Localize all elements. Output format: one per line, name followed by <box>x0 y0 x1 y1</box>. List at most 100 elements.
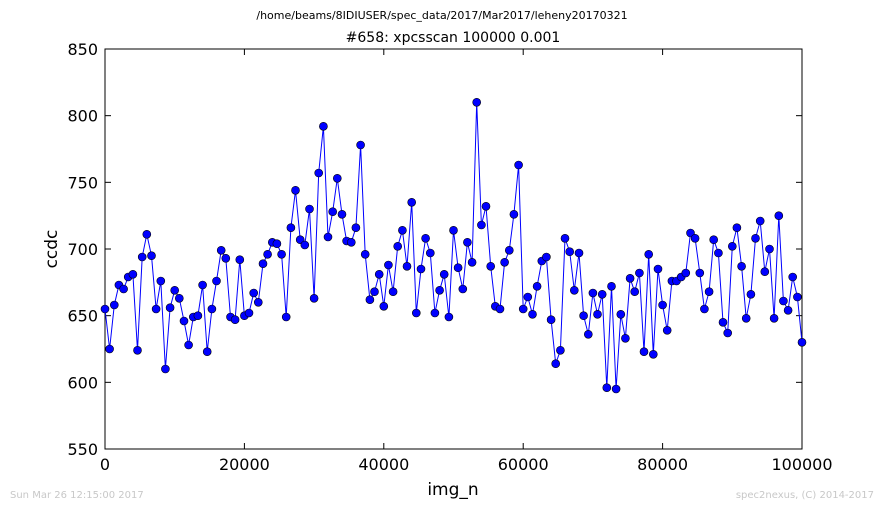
data-point <box>463 238 472 247</box>
data-point <box>635 268 644 278</box>
data-point <box>198 280 207 290</box>
data-point <box>532 281 542 291</box>
data-point <box>607 281 616 291</box>
data-point <box>723 328 733 338</box>
data-point <box>351 223 361 232</box>
x-tick-label: 60000 <box>498 455 549 474</box>
data-point <box>546 315 556 325</box>
data-point <box>356 140 365 150</box>
data-point <box>741 313 751 323</box>
series-markers <box>100 98 807 394</box>
data-point <box>142 230 152 239</box>
data-point <box>477 220 486 230</box>
data-point <box>648 349 658 359</box>
y-axis-label: ccdc <box>42 230 62 269</box>
data-point <box>439 269 449 279</box>
data-point <box>755 216 765 226</box>
data-point <box>658 300 667 310</box>
x-axis-label: img_n <box>427 480 478 500</box>
data-point <box>179 316 189 326</box>
data-point <box>133 345 142 355</box>
data-point <box>202 347 212 357</box>
data-point <box>727 242 737 251</box>
data-point <box>332 174 342 183</box>
data-point <box>393 242 403 251</box>
data-point <box>514 160 523 170</box>
data-point <box>583 329 593 339</box>
data-point <box>565 247 575 256</box>
data-point <box>128 269 138 279</box>
data-point <box>797 337 807 347</box>
data-point <box>518 304 528 314</box>
data-point <box>170 285 179 295</box>
data-point <box>379 301 389 311</box>
data-point <box>216 246 226 255</box>
data-point <box>398 226 407 235</box>
x-tick-label: 80000 <box>637 455 688 474</box>
data-point <box>458 284 468 294</box>
data-point <box>230 315 240 325</box>
data-point <box>221 253 231 263</box>
chart-title: #658: xpcsscan 100000 0.001 <box>346 30 561 46</box>
data-point <box>258 259 268 269</box>
y-tick-label: 750 <box>67 173 98 192</box>
data-point <box>272 239 282 248</box>
data-point <box>244 308 254 318</box>
y-tick-label: 800 <box>67 107 98 126</box>
data-point <box>625 273 635 283</box>
data-point <box>774 211 784 220</box>
data-point <box>165 303 175 313</box>
data-point <box>472 98 482 107</box>
data-point <box>360 250 370 259</box>
data-point <box>263 250 272 259</box>
data-point <box>277 250 286 259</box>
x-tick-label: 100000 <box>771 455 832 474</box>
footer-credit: spec2nexus, (C) 2014-2017 <box>736 490 874 501</box>
data-point <box>500 257 509 267</box>
data-point <box>718 317 728 327</box>
data-point <box>151 304 161 314</box>
data-point <box>402 261 412 271</box>
data-point <box>653 264 663 274</box>
data-point <box>709 235 719 244</box>
data-point <box>662 325 672 335</box>
x-tick-labels: 0 20000 40000 60000 80000 100000 <box>100 455 833 474</box>
data-point <box>110 300 119 310</box>
data-point <box>793 292 802 302</box>
data-point <box>681 268 691 278</box>
y-tick-labels: 550 600 650 700 750 800 850 <box>67 40 98 459</box>
y-tick-label: 650 <box>67 307 98 326</box>
data-point <box>551 359 561 369</box>
data-point <box>337 210 347 219</box>
y-tick-label: 600 <box>67 373 98 392</box>
data-point <box>732 223 742 232</box>
data-point <box>569 285 579 295</box>
data-point <box>281 312 291 322</box>
data-point <box>746 289 756 299</box>
data-file-path: /home/beams/8IDIUSER/spec_data/2017/Mar2… <box>256 9 627 22</box>
data-point <box>147 251 156 260</box>
data-point <box>309 293 319 303</box>
x-tick-label: 0 <box>100 455 110 474</box>
data-point <box>481 202 491 211</box>
data-point <box>449 226 458 235</box>
data-point <box>323 232 333 242</box>
data-point <box>760 267 770 277</box>
data-point <box>593 309 602 319</box>
y-tick-label: 700 <box>67 240 98 259</box>
plot-frame <box>104 48 803 450</box>
data-point <box>444 312 454 322</box>
data-point <box>639 347 649 357</box>
data-point <box>509 210 519 219</box>
data-point <box>407 198 417 207</box>
data-point <box>542 252 551 262</box>
data-point <box>100 304 110 314</box>
data-point <box>416 264 426 274</box>
x-tick-label: 20000 <box>219 455 270 474</box>
data-point <box>751 234 760 243</box>
data-point <box>319 122 328 131</box>
data-point <box>597 289 607 299</box>
data-point <box>574 248 584 258</box>
data-point <box>105 344 114 354</box>
